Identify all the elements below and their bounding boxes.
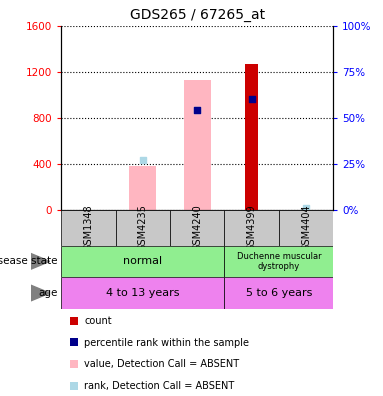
Bar <box>245 64 259 210</box>
Polygon shape <box>31 285 50 301</box>
Text: percentile rank within the sample: percentile rank within the sample <box>84 337 249 348</box>
Point <box>140 157 146 163</box>
Text: GSM4399: GSM4399 <box>247 204 257 251</box>
Text: rank, Detection Call = ABSENT: rank, Detection Call = ABSENT <box>84 381 234 391</box>
Text: disease state: disease state <box>0 256 57 267</box>
Bar <box>61 277 224 309</box>
Point <box>194 107 200 114</box>
Point <box>303 205 309 211</box>
Text: GSM1348: GSM1348 <box>83 204 93 251</box>
Bar <box>70 317 77 325</box>
Bar <box>184 80 211 210</box>
Text: 4 to 13 years: 4 to 13 years <box>106 288 180 298</box>
Text: GSM4235: GSM4235 <box>138 204 148 251</box>
Text: GSM4240: GSM4240 <box>192 204 202 251</box>
Bar <box>116 210 170 246</box>
Bar <box>70 360 77 368</box>
Bar <box>224 210 279 246</box>
Bar <box>61 246 224 277</box>
Bar <box>61 210 116 246</box>
Bar <box>70 338 77 346</box>
Point <box>194 107 200 114</box>
Bar <box>224 277 333 309</box>
Text: 5 to 6 years: 5 to 6 years <box>246 288 312 298</box>
Text: GSM4404: GSM4404 <box>301 204 311 251</box>
Bar <box>129 166 156 210</box>
Text: Duchenne muscular
dystrophy: Duchenne muscular dystrophy <box>237 252 321 271</box>
Text: normal: normal <box>123 256 162 267</box>
Text: count: count <box>84 316 112 326</box>
Bar <box>170 210 224 246</box>
Text: value, Detection Call = ABSENT: value, Detection Call = ABSENT <box>84 359 239 369</box>
Bar <box>224 246 333 277</box>
Polygon shape <box>31 253 50 269</box>
Point <box>249 96 255 103</box>
Text: age: age <box>38 288 57 298</box>
Title: GDS265 / 67265_at: GDS265 / 67265_at <box>130 8 265 22</box>
Bar <box>70 382 77 390</box>
Bar <box>279 210 333 246</box>
